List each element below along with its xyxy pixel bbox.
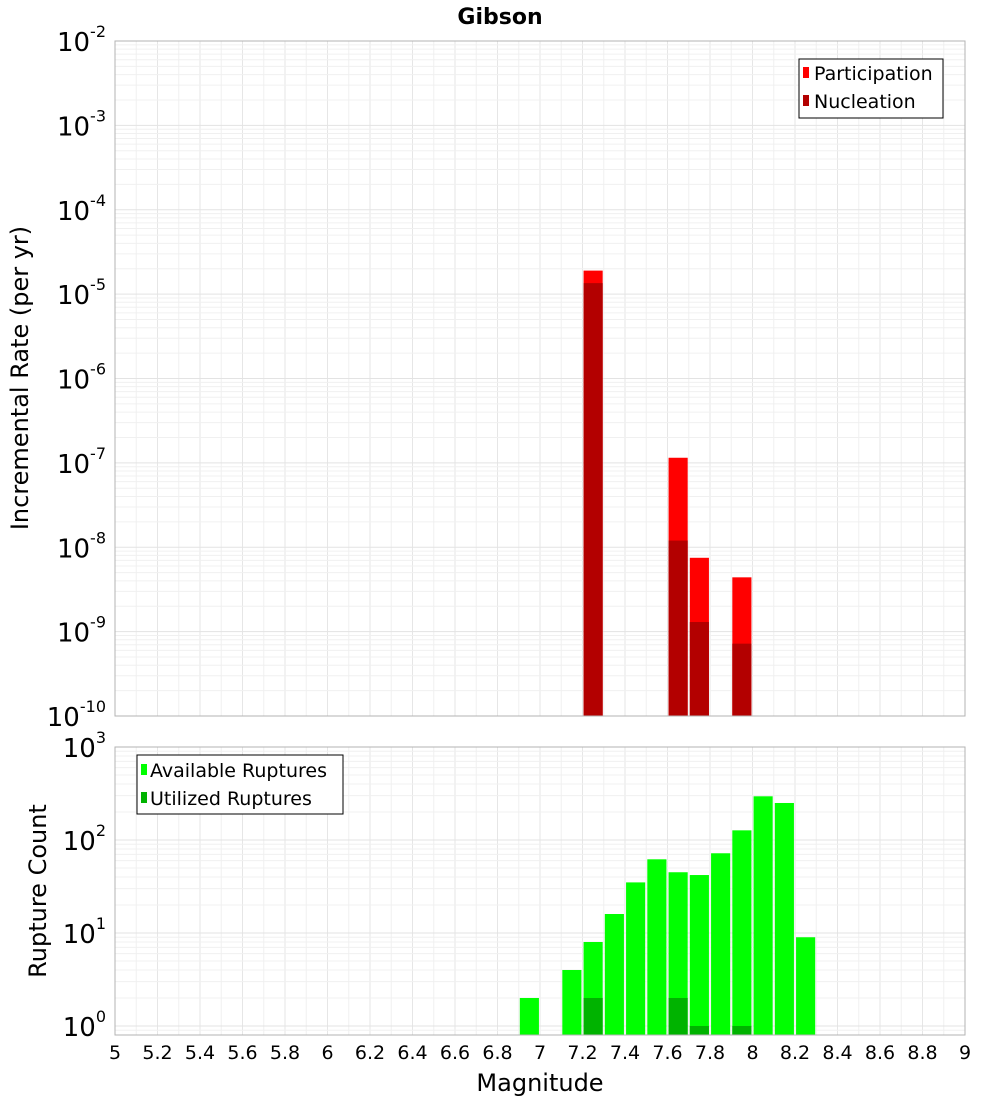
count-bar-utilized-ruptures <box>689 1025 709 1035</box>
bottom-panel-bars <box>519 796 816 1035</box>
count-bar-available-ruptures <box>774 802 794 1035</box>
x-tick-label: 5 <box>109 1042 121 1064</box>
x-tick-label: 5.2 <box>142 1042 172 1064</box>
bottom-legend[interactable]: Available Ruptures Utilized Ruptures <box>136 754 344 815</box>
count-bar-available-ruptures <box>626 882 646 1035</box>
y-tick-label: 103 <box>63 728 106 764</box>
top-y-tick-labels: 10-2 10-3 10-4 10-5 10-6 10-7 10-8 10-9 10-10 <box>47 22 106 733</box>
y-tick-label: 10-5 <box>57 275 106 311</box>
count-bar-available-ruptures <box>668 872 688 1035</box>
count-bar-available-ruptures <box>796 937 816 1035</box>
count-bar-utilized-ruptures <box>583 997 603 1035</box>
count-bar-utilized-ruptures <box>668 997 688 1035</box>
legend-label-available-ruptures: Available Ruptures <box>150 760 327 782</box>
rate-bar-nucleation <box>732 643 752 716</box>
x-tick-labels: 5 5.2 5.4 5.6 5.8 6 6.2 6.4 6.6 6.8 7 7.2 7.4 7.6 7.8 8… <box>109 1042 971 1064</box>
x-tick-label: 5.6 <box>227 1042 257 1064</box>
y-tick-label: 10-8 <box>57 528 106 564</box>
y-tick-label: 10-4 <box>57 191 106 227</box>
y-tick-label: 10-10 <box>47 697 106 733</box>
x-tick-label: 7 <box>534 1042 546 1064</box>
x-tick-label: 6.6 <box>440 1042 470 1064</box>
x-tick-label: 8.4 <box>822 1042 852 1064</box>
bottom-y-tick-labels: 103 102 101 100 <box>63 728 106 1043</box>
bottom-plot-frame <box>114 746 966 1036</box>
legend-swatch-nucleation <box>803 95 809 106</box>
x-tick-label: 6.8 <box>482 1042 512 1064</box>
count-bar-available-ruptures <box>753 796 773 1035</box>
count-bar-available-ruptures <box>647 859 667 1035</box>
x-tick-label: 7.8 <box>695 1042 725 1064</box>
count-bar-available-ruptures <box>562 969 582 1035</box>
rate-bar-nucleation <box>668 540 688 716</box>
rate-bar-nucleation <box>583 283 603 716</box>
legend-swatch-participation <box>803 67 809 78</box>
x-tick-label: 6.2 <box>355 1042 385 1064</box>
x-tick-label: 7.2 <box>567 1042 597 1064</box>
top-plot-frame <box>114 40 966 717</box>
bottom-legend-box <box>136 754 344 815</box>
count-bar-available-ruptures <box>689 875 709 1035</box>
y-tick-label: 102 <box>63 821 106 857</box>
x-tick-label: 6 <box>321 1042 333 1064</box>
count-bar-available-ruptures <box>519 997 539 1035</box>
x-tick-label: 5.8 <box>270 1042 300 1064</box>
x-axis-label: Magnitude <box>476 1069 603 1097</box>
y-tick-label: 100 <box>63 1007 106 1043</box>
y-tick-label: 10-2 <box>57 22 106 58</box>
bottom-panel: 103 102 101 100 5 5.2 5.4 5.6 5.8 6 6.2 6.4 6.6 6.8 7… <box>24 728 971 1097</box>
top-y-axis-label: Incremental Rate (per yr) <box>6 226 34 530</box>
y-tick-label: 10-6 <box>57 360 106 396</box>
top-panel-bars <box>583 270 752 716</box>
y-tick-label: 10-3 <box>57 106 106 142</box>
top-panel-grid <box>115 41 965 716</box>
y-tick-label: 101 <box>63 914 106 950</box>
x-tick-label: 7.6 <box>652 1042 682 1064</box>
bottom-y-axis-label: Rupture Count <box>24 804 52 978</box>
x-tick-label: 6.4 <box>397 1042 427 1064</box>
top-legend[interactable]: Participation Nucleation <box>798 58 944 119</box>
y-tick-label: 10-7 <box>57 444 106 480</box>
chart-title: Gibson <box>457 5 542 30</box>
x-tick-label: 8 <box>746 1042 758 1064</box>
top-panel: 10-2 10-3 10-4 10-5 10-6 10-7 10-8 10-9 10-10 In… <box>6 22 966 733</box>
count-bar-utilized-ruptures <box>732 1025 752 1035</box>
legend-label-participation: Participation <box>814 63 933 85</box>
x-tick-label: 8.2 <box>780 1042 810 1064</box>
y-tick-label: 10-9 <box>57 613 106 649</box>
x-tick-label: 7.4 <box>610 1042 640 1064</box>
count-bar-available-ruptures <box>732 830 752 1035</box>
rate-bar-nucleation <box>689 622 709 716</box>
legend-label-nucleation: Nucleation <box>814 91 916 113</box>
count-bar-available-ruptures <box>604 914 624 1035</box>
x-tick-label: 5.4 <box>185 1042 215 1064</box>
x-tick-label: 8.6 <box>865 1042 895 1064</box>
legend-swatch-available-ruptures <box>141 764 147 775</box>
x-tick-label: 8.8 <box>907 1042 937 1064</box>
count-bar-available-ruptures <box>711 853 731 1035</box>
top-legend-box <box>798 58 944 119</box>
legend-label-utilized-ruptures: Utilized Ruptures <box>150 788 312 810</box>
x-tick-label: 9 <box>959 1042 971 1064</box>
legend-swatch-utilized-ruptures <box>141 792 147 803</box>
